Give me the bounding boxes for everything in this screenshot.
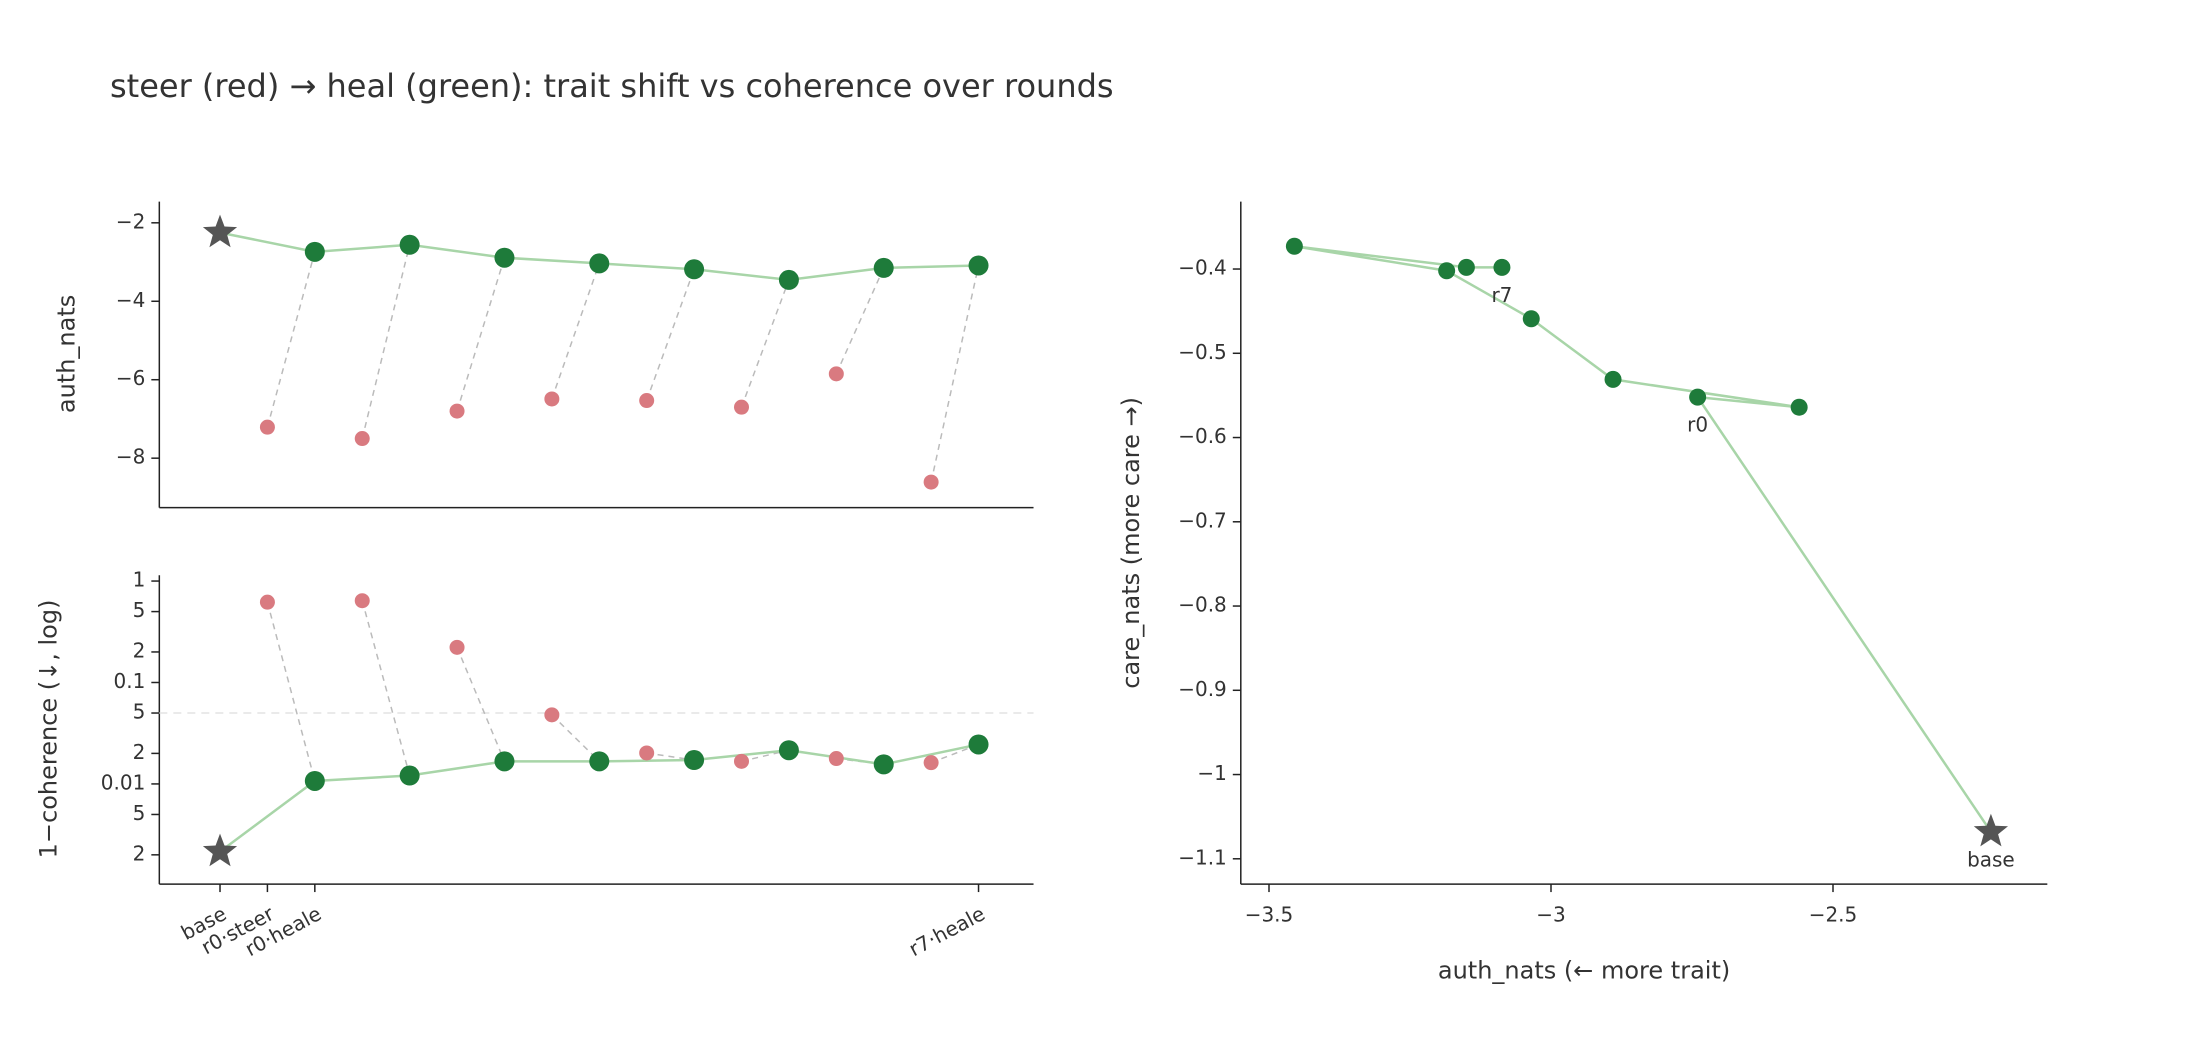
steer-point — [449, 403, 465, 419]
trajectory-line — [1294, 245, 1992, 833]
steer-point — [923, 755, 939, 771]
connector — [741, 749, 790, 763]
y-tick-label: 5 — [133, 598, 146, 622]
steer-point — [544, 707, 560, 723]
y-tick-label: −4 — [116, 288, 145, 312]
y-tick-label: 5 — [133, 700, 146, 724]
y-tick-label: −2 — [116, 209, 145, 233]
base-star — [202, 833, 238, 867]
figure-title: steer (red) → heal (green): trait shift … — [110, 67, 1114, 105]
point — [1438, 262, 1456, 280]
y-tick-label: −0.8 — [1178, 593, 1227, 617]
heal-point — [399, 765, 420, 786]
heal-point — [778, 740, 799, 761]
steer-point — [639, 745, 655, 761]
steer-point — [733, 399, 749, 415]
steer-point — [733, 753, 749, 769]
y-tick-label: −0.6 — [1178, 424, 1227, 448]
connector — [646, 752, 695, 761]
y-tick-label: −0.4 — [1178, 256, 1227, 280]
connector — [551, 263, 600, 400]
steer-point — [544, 391, 560, 407]
point — [1689, 388, 1707, 406]
y-tick-label: 2 — [133, 740, 146, 764]
point-label: base — [1967, 847, 2015, 871]
heal-point — [873, 754, 894, 775]
heal-point — [399, 234, 420, 255]
heal-point — [968, 734, 989, 755]
heal-point — [304, 241, 325, 262]
x-tick-label: −2.5 — [1809, 903, 1858, 927]
y-tick-label: 0.01 — [101, 770, 146, 794]
connector — [551, 714, 600, 762]
y-tick-label: 5 — [133, 801, 146, 825]
heal-point — [968, 255, 989, 276]
point — [1522, 310, 1540, 328]
steer-point — [923, 474, 939, 490]
heal-point — [589, 751, 610, 772]
point — [1285, 237, 1303, 255]
connector — [930, 743, 979, 764]
steer-point — [259, 419, 275, 435]
connector — [930, 265, 980, 483]
connector — [456, 647, 506, 762]
steer-point — [449, 639, 465, 655]
point — [1604, 370, 1622, 388]
heal-point — [684, 259, 705, 280]
heal-point — [494, 751, 515, 772]
y-tick-label: 2 — [133, 841, 146, 865]
connector — [835, 267, 885, 375]
heal-point — [778, 269, 799, 290]
y-axis-label: care_nats (more care →) — [1117, 397, 1145, 689]
point — [1790, 398, 1808, 416]
connector — [740, 279, 790, 408]
point — [1493, 258, 1511, 276]
heal-point — [873, 257, 894, 278]
connector — [456, 257, 506, 412]
steer-point — [354, 593, 370, 609]
y-tick-label: 0.1 — [114, 669, 146, 693]
heal-point — [589, 253, 610, 274]
point — [1457, 258, 1475, 276]
heal-point — [684, 750, 705, 771]
y-tick-label: −1.1 — [1178, 845, 1227, 869]
y-tick-label: 1 — [133, 568, 146, 592]
y-tick-label: −0.9 — [1178, 677, 1227, 701]
y-tick-label: −6 — [116, 366, 145, 390]
heal-point — [494, 247, 515, 268]
connector — [361, 600, 411, 776]
x-tick-label: −3 — [1536, 903, 1565, 927]
connector — [266, 601, 316, 782]
y-tick-label: −0.5 — [1178, 340, 1227, 364]
base-star — [1973, 813, 2008, 847]
point-label: r0 — [1687, 413, 1708, 437]
x-tick-label: −3.5 — [1245, 903, 1294, 927]
y-tick-label: −0.7 — [1178, 508, 1227, 532]
connector — [266, 251, 316, 428]
base-star — [202, 214, 238, 248]
y-tick-label: −1 — [1197, 761, 1226, 785]
y-tick-label: −8 — [116, 445, 145, 469]
connector — [645, 269, 695, 401]
y-tick-label: 2 — [133, 638, 146, 662]
x-axis-label: auth_nats (← more trait) — [1438, 956, 1730, 984]
heal-point — [304, 770, 325, 791]
steer-point — [828, 366, 844, 382]
steer-point — [828, 751, 844, 767]
steer-point — [259, 594, 275, 610]
y-axis-label: auth_nats — [53, 295, 81, 413]
point-label: r7 — [1491, 283, 1512, 307]
connector — [361, 244, 411, 439]
y-axis-label: 1−coherence (↓, log) — [34, 600, 62, 859]
steer-point — [354, 431, 370, 447]
x-tick-label: r7·heale — [905, 901, 989, 961]
steer-point — [639, 393, 655, 409]
